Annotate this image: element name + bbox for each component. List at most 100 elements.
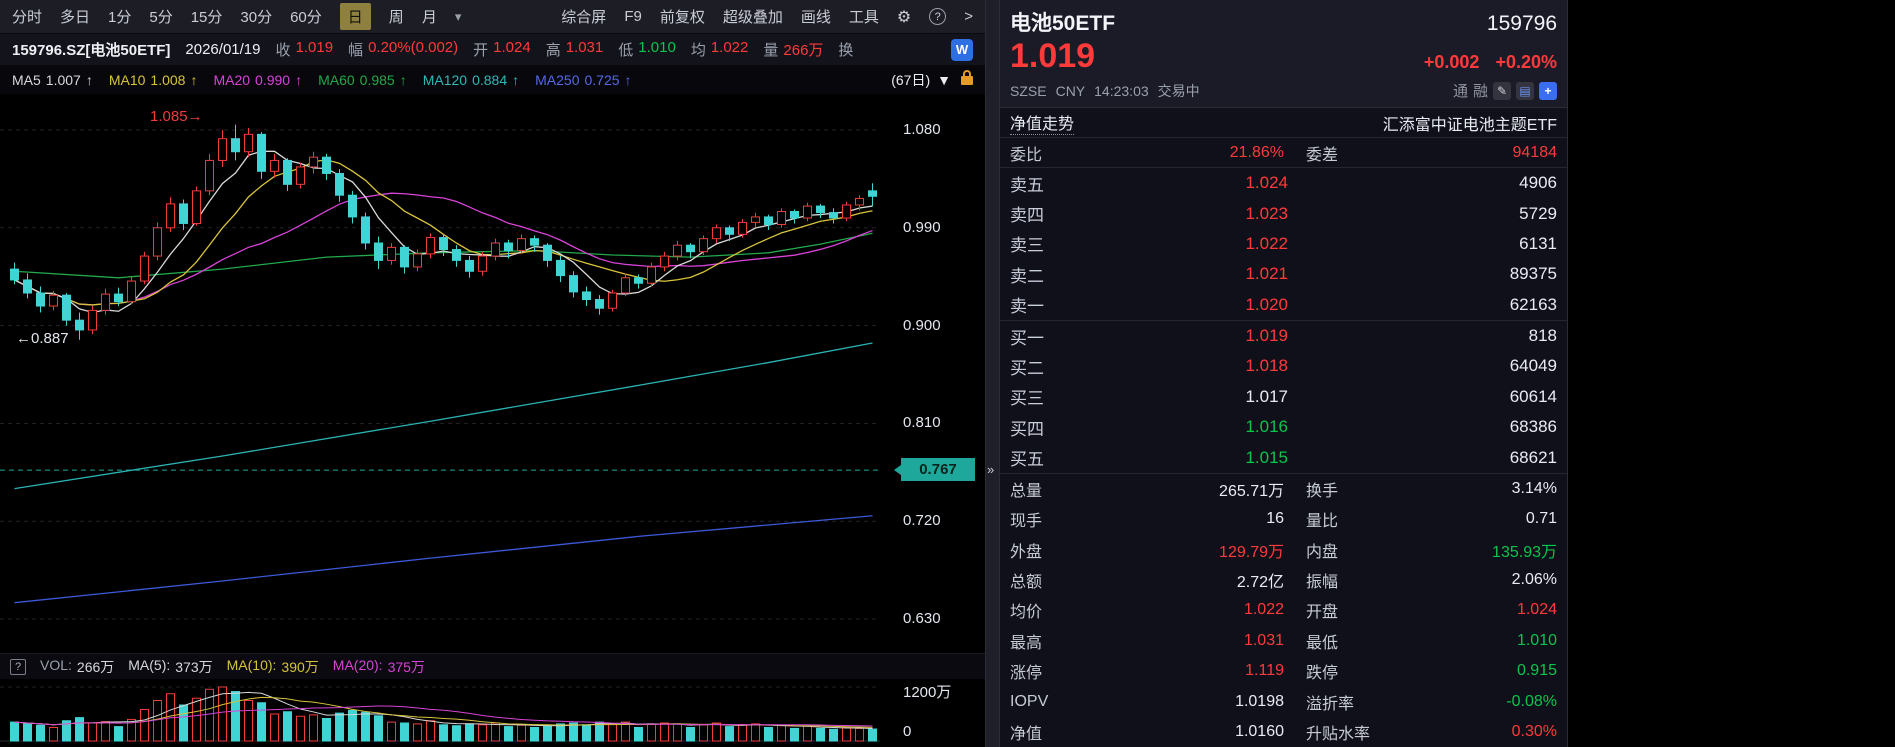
stat-label: 振幅 xyxy=(1306,574,1339,592)
stat-row: 净值 1.0160 升贴水率 0.30% xyxy=(1000,717,1567,747)
bid-row[interactable]: 买五 1.015 68621 xyxy=(1000,442,1567,472)
indicator-help-icon[interactable]: ? xyxy=(10,658,26,675)
period-tab[interactable]: 多日 xyxy=(60,9,91,26)
vol-value: 266万 xyxy=(76,658,115,675)
period-tab[interactable]: 1分 xyxy=(108,9,132,26)
ma-value: 0.725 xyxy=(584,72,620,88)
stat-label: 跌停 xyxy=(1306,665,1339,683)
candlestick-chart-area[interactable]: 1.080 0.990 0.900 0.810 0.720 0.630 1.085→ ←0… xyxy=(0,94,985,653)
ma60-indicator: MA60 0.985 ↑ xyxy=(318,72,407,88)
volume-chart[interactable] xyxy=(0,679,985,747)
stat-value: 1.010 xyxy=(1516,631,1557,649)
snapshot-icon[interactable]: ▤ xyxy=(1516,81,1534,100)
stat-value: 0.915 xyxy=(1516,662,1557,680)
ask-row[interactable]: 卖三 1.022 6131 xyxy=(1000,229,1567,259)
ma250-indicator: MA250 0.725 ↑ xyxy=(535,72,631,88)
vol-ma20-label: MA(20): xyxy=(332,656,383,673)
stat-value: 1.024 xyxy=(1516,601,1557,619)
ask-price: 1.024 xyxy=(1245,173,1288,193)
stat-row: IOPV 1.0198 溢折率 -0.08% xyxy=(1000,686,1567,716)
period-dropdown-icon[interactable]: ▾ xyxy=(454,8,462,24)
period-high-marker: 1.085→ xyxy=(150,108,203,125)
stat-label: 溢折率 xyxy=(1306,695,1355,713)
forward-adjust-button[interactable]: 前复权 xyxy=(659,9,705,26)
period-tab[interactable]: 15分 xyxy=(190,9,223,26)
vol-ma10-label: MA(10): xyxy=(226,656,277,673)
ma-label: MA120 xyxy=(422,72,468,88)
period-tab[interactable]: 分时 xyxy=(12,9,43,26)
tools-button[interactable]: 工具 xyxy=(848,9,879,26)
vol-label: VOL: xyxy=(40,656,72,673)
panel-collapse-strip[interactable]: » xyxy=(985,0,1000,747)
bid-volume: 818 xyxy=(1528,326,1557,346)
wp-plugin-icon[interactable]: W xyxy=(951,38,973,61)
margin-flag: 融 xyxy=(1472,83,1488,100)
period-tab-daily-active[interactable]: 日 xyxy=(339,3,371,30)
settings-gear-icon[interactable]: ⚙ xyxy=(896,8,912,26)
candlestick-chart[interactable] xyxy=(0,94,985,653)
period-tab[interactable]: 月 xyxy=(421,9,437,26)
expand-arrow-icon[interactable]: > xyxy=(964,8,973,25)
add-to-watchlist-icon[interactable]: + xyxy=(1539,81,1557,100)
ask-row[interactable]: 卖四 1.023 5729 xyxy=(1000,198,1567,228)
stat-value: 265.71万 xyxy=(1219,482,1284,500)
ask-row[interactable]: 卖五 1.024 4906 xyxy=(1000,168,1567,198)
period-tab[interactable]: 周 xyxy=(388,9,404,26)
composite-screen-button[interactable]: 综合屏 xyxy=(561,9,607,26)
f9-button[interactable]: F9 xyxy=(624,8,642,25)
help-icon[interactable]: ? xyxy=(929,8,947,25)
super-overlay-button[interactable]: 超级叠加 xyxy=(722,9,783,26)
ma-label: MA60 xyxy=(318,72,355,88)
bid-price: 1.015 xyxy=(1245,447,1288,467)
stat-label: 内盘 xyxy=(1306,543,1339,561)
quote-header: 电池50ETF 159796 1.019 +0.002 +0.20% SZSE … xyxy=(1000,0,1567,108)
ma-label: MA10 xyxy=(108,72,146,88)
field-label: 开 xyxy=(473,42,489,59)
hugangtong-flag: 通 xyxy=(1452,83,1468,100)
commission-ratio-row: 委比 21.86% 委差 94184 xyxy=(1000,138,1567,168)
stat-value: 1.119 xyxy=(1245,662,1284,680)
period-tab[interactable]: 30分 xyxy=(240,9,273,26)
edit-pencil-icon[interactable]: ✎ xyxy=(1493,81,1511,100)
ma20-indicator: MA20 0.990 ↑ xyxy=(213,72,302,88)
vol-indicator: VOL: 266万 xyxy=(40,657,114,677)
ask-label: 卖五 xyxy=(1010,175,1044,195)
stat-label: 最低 xyxy=(1306,634,1339,652)
stat-label: 外盘 xyxy=(1010,543,1043,561)
draw-line-button[interactable]: 画线 xyxy=(800,9,831,26)
collapse-chevrons-icon[interactable]: » xyxy=(987,462,995,477)
up-arrow-icon: ↑ xyxy=(190,72,198,88)
period-tab[interactable]: 5分 xyxy=(149,9,173,26)
orderbook-and-stats: 卖五 1.024 4906 卖四 1.023 5729 卖三 1.022 6131 卖二 1.… xyxy=(1000,168,1567,747)
vol-ma5-indicator: MA(5): 373万 xyxy=(128,657,212,677)
field-label: 收 xyxy=(275,42,291,59)
stat-row: 外盘 129.79万 内盘 135.93万 xyxy=(1000,535,1567,565)
bid-row[interactable]: 买三 1.017 60614 xyxy=(1000,382,1567,412)
ask-row[interactable]: 卖一 1.020 62163 xyxy=(1000,290,1567,320)
bid-row[interactable]: 买四 1.016 68386 xyxy=(1000,412,1567,442)
volume-chart-area[interactable]: 1200万 0 xyxy=(0,679,985,747)
ma-label: MA250 xyxy=(535,72,580,88)
stat-label: 均价 xyxy=(1010,604,1043,622)
trading-status: 交易中 xyxy=(1157,82,1200,99)
bid-label: 买一 xyxy=(1010,328,1044,348)
vol-ma10-indicator: MA(10): 390万 xyxy=(227,657,319,677)
high-field: 高 1.031 xyxy=(546,39,604,60)
vol-ma10-value: 390万 xyxy=(281,658,319,675)
period-tab[interactable]: 60分 xyxy=(290,9,322,26)
bid-row[interactable]: 买二 1.018 64049 xyxy=(1000,351,1567,381)
stat-value: -0.08% xyxy=(1506,692,1557,710)
stat-value: 1.031 xyxy=(1243,631,1284,649)
ask-row[interactable]: 卖二 1.021 89375 xyxy=(1000,259,1567,289)
quote-time: 14:23:03 xyxy=(1094,82,1149,99)
orderbook-divider xyxy=(1000,319,1567,321)
field-label: 幅 xyxy=(348,42,364,59)
nav-trend-link[interactable]: 净值走势 xyxy=(1010,110,1075,135)
bid-price: 1.019 xyxy=(1245,326,1288,346)
lock-icon[interactable] xyxy=(961,69,973,85)
price-change-percent: +0.20% xyxy=(1495,52,1557,72)
stat-label: 涨停 xyxy=(1010,665,1043,683)
chevron-down-icon[interactable]: ▼ xyxy=(937,72,951,88)
bid-row[interactable]: 买一 1.019 818 xyxy=(1000,321,1567,351)
visible-range-selector[interactable]: (67日) ▼ xyxy=(891,69,973,90)
